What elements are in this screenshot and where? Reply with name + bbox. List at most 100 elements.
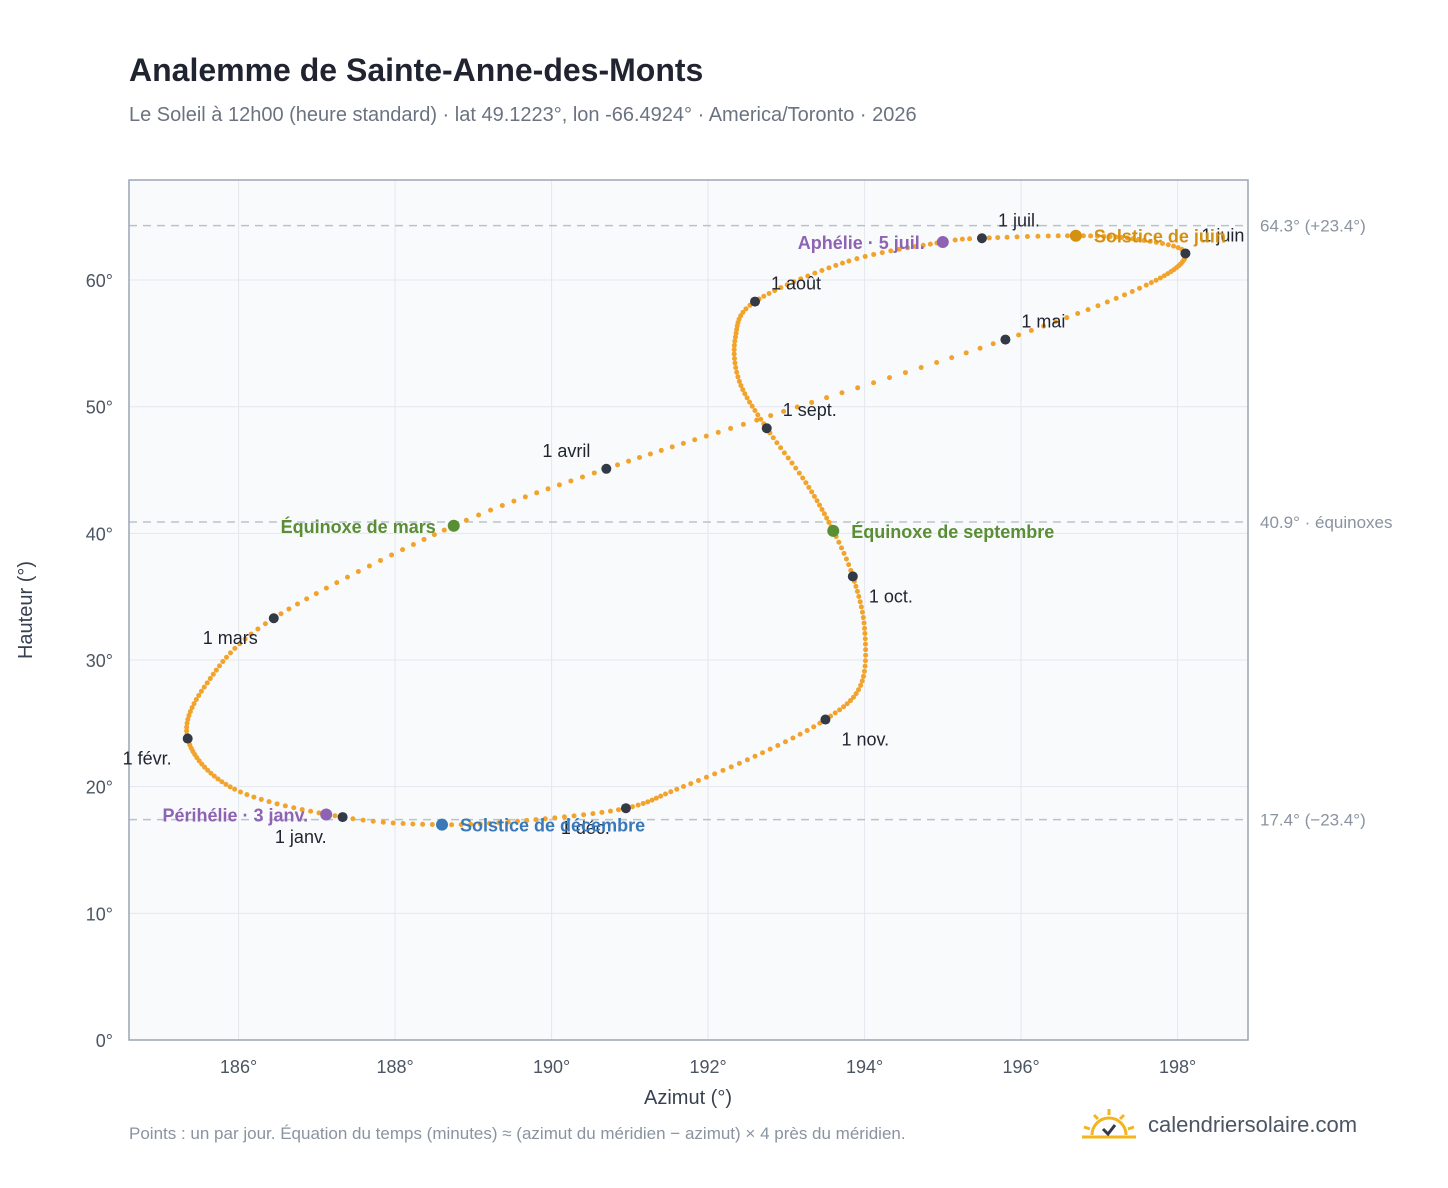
daily-point — [949, 355, 955, 361]
daily-point — [499, 502, 505, 508]
daily-point — [1094, 233, 1100, 239]
daily-point — [514, 818, 520, 824]
daily-point — [186, 712, 192, 718]
daily-point — [986, 235, 992, 241]
daily-point — [794, 404, 800, 410]
daily-point — [840, 260, 846, 266]
month-marker — [847, 571, 858, 582]
daily-point — [1045, 233, 1051, 239]
daily-point — [732, 360, 738, 366]
daily-point — [255, 626, 261, 632]
daily-point — [821, 511, 827, 517]
daily-point — [768, 413, 774, 419]
month-marker — [337, 812, 348, 823]
y-tick-label: 0° — [96, 1031, 113, 1051]
daily-point — [861, 668, 867, 674]
daily-point — [201, 684, 207, 690]
daily-point — [207, 676, 213, 682]
daily-point — [476, 512, 482, 518]
daily-point — [1028, 327, 1034, 333]
daily-point — [744, 757, 750, 763]
daily-point — [488, 507, 494, 513]
daily-point — [193, 697, 199, 703]
y-tick-label: 30° — [86, 651, 113, 671]
daily-point — [752, 753, 758, 759]
daily-point — [313, 591, 319, 597]
daily-point — [715, 429, 721, 435]
daily-point — [232, 645, 238, 651]
daily-point — [224, 654, 230, 660]
daily-point — [832, 710, 838, 716]
daily-point — [758, 416, 764, 422]
plot-area — [129, 180, 1248, 1040]
brand[interactable]: calendriersolaire.com — [1082, 1100, 1357, 1150]
daily-point — [806, 484, 812, 490]
daily-point — [1137, 285, 1143, 291]
daily-point — [647, 451, 653, 457]
daily-point — [800, 475, 806, 481]
month-marker — [182, 733, 193, 744]
daily-point — [749, 403, 755, 409]
daily-point — [1141, 237, 1147, 243]
daily-point — [262, 621, 268, 627]
daily-point — [731, 342, 737, 348]
daily-point — [198, 688, 204, 694]
daily-point — [888, 248, 894, 254]
daily-point — [581, 812, 587, 818]
daily-point — [1107, 234, 1113, 240]
x-tick-label: 188° — [376, 1057, 413, 1077]
daily-point — [191, 701, 197, 707]
daily-point — [920, 242, 926, 248]
daily-point — [533, 817, 539, 823]
event-label: Aphélie · 5 juil. — [798, 233, 925, 253]
daily-point — [251, 794, 257, 800]
daily-point — [1104, 299, 1110, 305]
daily-point — [843, 556, 849, 562]
daily-point — [839, 390, 845, 396]
daily-point — [853, 583, 859, 589]
daily-point — [791, 279, 797, 285]
daily-point — [819, 506, 825, 512]
month-label: 1 sept. — [783, 400, 837, 420]
daily-point — [561, 814, 567, 820]
daily-point — [797, 731, 803, 737]
daily-point — [522, 494, 528, 500]
daily-point — [862, 630, 868, 636]
daily-point — [669, 444, 675, 450]
daily-point — [824, 395, 830, 401]
daily-point — [731, 356, 737, 362]
daily-point — [334, 580, 340, 586]
daily-point — [1135, 237, 1141, 243]
daily-point — [772, 288, 778, 294]
daily-point — [545, 486, 551, 492]
daily-point — [658, 447, 664, 453]
y-tick-label: 60° — [86, 271, 113, 291]
daily-point — [841, 550, 847, 556]
daily-point — [785, 455, 791, 461]
daily-point — [1165, 242, 1171, 248]
daily-point — [1004, 234, 1010, 240]
daily-point — [1113, 234, 1119, 240]
daily-point — [839, 545, 845, 551]
daily-point — [846, 258, 852, 264]
footnote: Points : un par jour. Équation du temps … — [129, 1124, 906, 1143]
daily-point — [377, 557, 383, 563]
daily-point — [803, 480, 809, 486]
daily-point — [819, 267, 825, 273]
daily-point — [804, 728, 810, 734]
daily-point — [380, 819, 386, 825]
reference-lines: 64.3° (+23.4°) 40.9° · équinoxes 17.4° (−2… — [129, 217, 1393, 830]
x-tick-label: 196° — [1002, 1057, 1039, 1077]
daily-point — [1064, 233, 1070, 239]
daily-point — [887, 375, 893, 381]
daily-point — [223, 781, 229, 787]
daily-point — [579, 474, 585, 480]
daily-point — [860, 615, 866, 621]
daily-point — [811, 493, 817, 499]
month-label: 1 mars — [203, 628, 258, 648]
daily-point — [1157, 275, 1163, 281]
daily-point — [703, 433, 709, 439]
axis-ticks: 186° 188° 190° 192° 194° 196° 198° 0° 10° 20° 30° 4… — [86, 271, 1196, 1077]
daily-point — [1113, 295, 1119, 301]
daily-point — [817, 502, 823, 508]
